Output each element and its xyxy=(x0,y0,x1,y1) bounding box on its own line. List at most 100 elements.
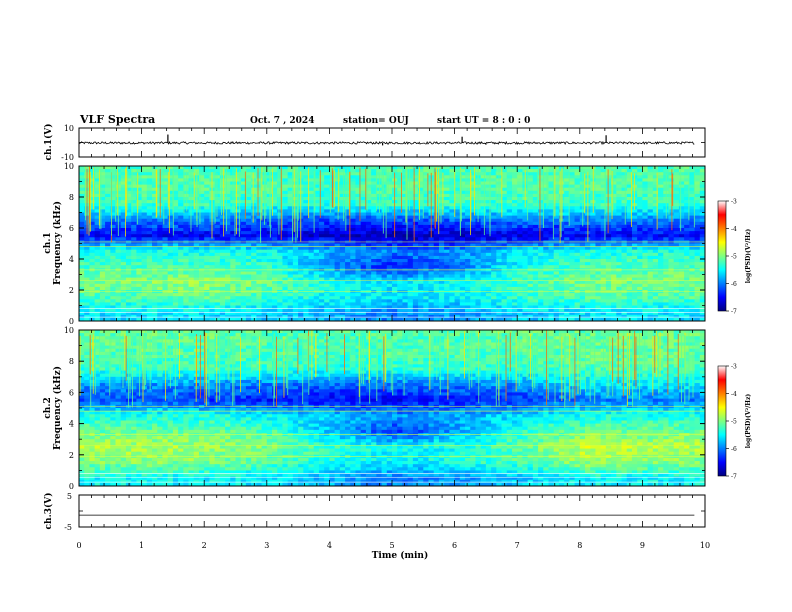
ch1-spec-cell xyxy=(146,228,153,232)
ch1-spec-cell xyxy=(538,243,544,247)
ch1-spec-cell xyxy=(459,181,466,185)
ch1-spec-cell xyxy=(438,175,445,179)
ch1-spec-cell xyxy=(480,246,487,251)
ch1-spec-cell xyxy=(381,277,388,282)
ch1-spec-cell xyxy=(511,271,518,275)
ch1-spec-cell xyxy=(376,169,382,173)
ch1-spec-cell xyxy=(110,206,116,210)
ch1-spec-cell xyxy=(506,221,513,226)
ch1-spec-cell xyxy=(79,314,85,319)
ch1-spec-cell xyxy=(381,255,388,260)
ch1-spec-cell xyxy=(397,271,403,275)
ch1-spec-cell xyxy=(465,252,471,257)
ch1-spec-cell xyxy=(110,293,116,297)
ch1-spec-cell xyxy=(256,187,262,192)
ch1-spec-cell xyxy=(120,175,127,179)
ch1-spec-cell xyxy=(105,317,111,321)
ch1-spec-cell xyxy=(418,317,424,321)
ch1-spec-cell xyxy=(303,212,309,216)
ch1-spec-cell xyxy=(219,262,226,266)
ch1-spec-cell xyxy=(89,197,96,201)
ch1-spec-cell xyxy=(543,200,549,204)
ch1-spec-cell xyxy=(105,212,111,216)
ch1-spec-cell xyxy=(131,178,137,182)
ch1-spec-cell xyxy=(402,187,409,192)
ch1-spec-cell xyxy=(209,252,216,257)
ch1-spec-cell xyxy=(574,286,581,291)
ch1-spec-cell xyxy=(371,193,377,198)
ch1-spec-cell xyxy=(339,299,346,303)
ch1-spec-cell xyxy=(496,243,502,247)
ch1-spec-cell xyxy=(120,181,127,185)
ch1-spec-cell xyxy=(574,184,581,189)
ch1-spec-cell xyxy=(193,255,200,260)
ch1-spec-cell xyxy=(79,255,85,260)
ch1-spec-cell xyxy=(501,308,508,313)
ch1-spec-cell xyxy=(89,212,96,216)
ch1-spec-cell xyxy=(548,249,555,254)
ch1-spec-cell xyxy=(350,224,356,229)
ch1-spec-cell xyxy=(569,197,575,201)
ch1-spec-cell xyxy=(470,200,476,204)
ch1-spec-cell xyxy=(480,317,487,321)
ch1-spec-cell xyxy=(251,212,257,216)
ch1-spec-cell xyxy=(402,166,409,170)
ch1-spec-cell xyxy=(209,308,216,313)
ch1-spec-cell xyxy=(433,249,440,254)
ch1-spec-cell xyxy=(99,175,106,179)
ch1-spec-cell xyxy=(433,234,440,238)
ch1-spec-cell xyxy=(339,243,346,247)
ch1-spec-cell xyxy=(438,255,445,260)
ch1-spec-cell xyxy=(230,228,236,232)
ch1-spec-cell xyxy=(318,237,325,241)
ch1-spec-cell xyxy=(225,243,231,247)
ch1-spec-cell xyxy=(386,224,393,229)
ch1-spec-cell xyxy=(532,311,539,316)
ch1-spec-cell xyxy=(532,277,539,282)
ch1-spec-cell xyxy=(178,193,184,198)
ch1-spec-cell xyxy=(522,259,529,263)
ch1-spec-cell xyxy=(141,221,148,226)
ch1-spec-cell xyxy=(506,283,513,288)
ch1-spec-cell xyxy=(141,224,148,229)
ch1-spec-cell xyxy=(543,277,549,282)
ch1-spec-cell xyxy=(564,252,570,257)
ch1-spec-cell xyxy=(120,274,127,278)
ch1-spec-cell xyxy=(178,234,184,238)
ch1-spec-cell xyxy=(339,293,346,297)
ch1-spec-cell xyxy=(418,166,424,170)
ch1-spec-cell xyxy=(198,255,205,260)
ch1-spec-cell xyxy=(428,317,435,321)
ch1-spec-cell xyxy=(574,271,581,275)
ch1-spec-cell xyxy=(569,206,575,210)
ch1-spec-cell xyxy=(339,302,346,306)
ch1-spec-cell xyxy=(371,305,377,309)
ch1-spec-cell xyxy=(256,293,262,297)
ch1-spec-cell xyxy=(235,221,242,226)
ch1-spec-cell xyxy=(360,203,367,207)
ch1-spec-cell xyxy=(595,215,602,220)
ch1-spec-cell xyxy=(136,280,142,285)
ch1-spec-cell xyxy=(438,277,445,282)
ch1-spec-cell xyxy=(397,218,403,223)
ch1-spec-cell xyxy=(329,317,336,321)
ch1-spec-cell xyxy=(198,190,205,195)
ch1-spec-cell xyxy=(491,262,497,266)
ch1-spec-cell xyxy=(287,259,294,263)
ch1-spec-cell xyxy=(209,259,216,263)
ch1-spec-cell xyxy=(198,274,205,278)
ch1-spec-cell xyxy=(590,252,596,257)
ch1-spec-cell xyxy=(152,193,158,198)
ch1-spec-cell xyxy=(449,221,455,226)
ch1-spec-cell xyxy=(198,218,205,223)
ch1-spec-cell xyxy=(308,246,315,251)
ch1-spec-cell xyxy=(183,283,189,288)
ch1-spec-cell xyxy=(105,283,111,288)
ch1-spec-cell xyxy=(198,311,205,316)
ch1-spec-cell xyxy=(120,271,127,275)
ch1-spec-cell xyxy=(308,265,315,269)
ch1-spec-cell xyxy=(303,243,309,247)
ch1-spec-cell xyxy=(324,203,330,207)
ch1-spec-cell xyxy=(402,203,409,207)
ch1-spec-cell xyxy=(89,166,96,170)
